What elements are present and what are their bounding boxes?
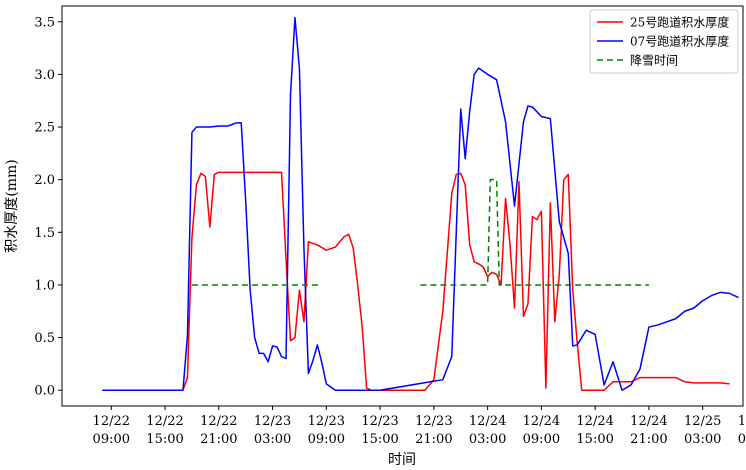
x-tick-label-time: 15:00 xyxy=(361,432,398,447)
x-tick-label-time: 21:00 xyxy=(415,432,452,447)
y-axis-label: 积水厚度(mm) xyxy=(4,159,20,252)
y-tick-label: 3.0 xyxy=(34,68,55,83)
series-line-2-seg-1 xyxy=(420,178,649,286)
y-tick-label: 1.0 xyxy=(34,278,55,293)
x-tick-label-date: 12/23 xyxy=(308,414,345,429)
x-tick-label-date: 12/22 xyxy=(146,414,183,429)
y-tick-label: 3.5 xyxy=(34,15,55,30)
x-tick-label-time: 21:00 xyxy=(630,432,667,447)
x-tick-label-date: 12/24 xyxy=(523,414,560,429)
y-tick-label: 0.0 xyxy=(34,384,55,399)
x-axis-label: 时间 xyxy=(388,452,416,468)
x-tick-label-date: 12/22 xyxy=(93,414,130,429)
y-tick-label: 1.5 xyxy=(34,226,55,241)
x-tick-label-date: 12/24 xyxy=(576,414,613,429)
y-tick-label: 2.0 xyxy=(34,173,55,188)
y-tick-label: 2.5 xyxy=(34,121,55,136)
x-tick-label-date: 12/23 xyxy=(254,414,291,429)
y-tick-label: 0.5 xyxy=(34,331,55,346)
series-layer xyxy=(102,16,739,391)
legend-label-2: 降雪时间 xyxy=(630,54,678,68)
x-tick-label-date: 12/23 xyxy=(415,414,452,429)
x-tick-label-time: 09:00 xyxy=(738,432,746,447)
x-tick-label-time: 03:00 xyxy=(469,432,506,447)
x-tick-label-date: 12/24 xyxy=(469,414,506,429)
x-tick-label-time: 09:00 xyxy=(308,432,345,447)
x-tick-label-time: 03:00 xyxy=(684,432,721,447)
legend-label-1: 07号跑道积水厚度 xyxy=(630,34,729,49)
x-tick-label-date: 12/25 xyxy=(684,414,721,429)
x-tick-label-time: 09:00 xyxy=(93,432,130,447)
x-tick-label-date: 12/22 xyxy=(200,414,237,429)
x-tick-label-date: 12/25 xyxy=(738,414,746,429)
x-tick-label-time: 15:00 xyxy=(146,432,183,447)
series-line-1 xyxy=(102,16,739,391)
x-tick-label-time: 21:00 xyxy=(200,432,237,447)
legend-label-0: 25号跑道积水厚度 xyxy=(630,15,729,30)
x-tick-label-date: 12/24 xyxy=(630,414,667,429)
legend-box xyxy=(589,9,739,74)
series-line-0 xyxy=(102,171,730,391)
x-tick-label-time: 03:00 xyxy=(254,432,291,447)
x-tick-label-date: 12/23 xyxy=(361,414,398,429)
x-tick-label-time: 15:00 xyxy=(576,432,613,447)
x-tick-label-time: 09:00 xyxy=(523,432,560,447)
axis-layer: 0.0 0.5 1.0 1.5 2.0 2.5 3.0 3.5 12/22 09:00 12/22 1… xyxy=(34,15,746,447)
